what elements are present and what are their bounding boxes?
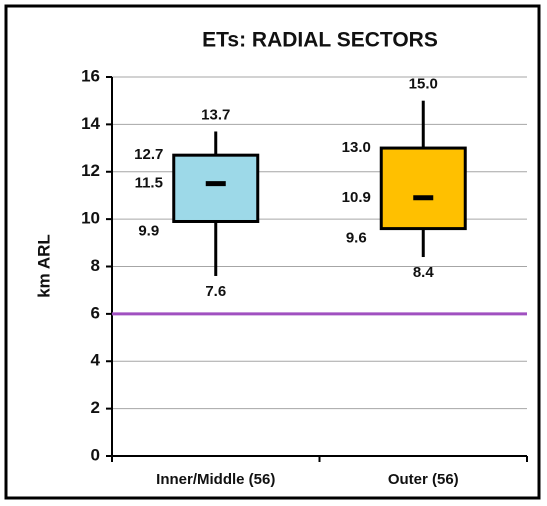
data-label: 7.6 (205, 283, 226, 300)
x-tick-label: Outer (56) (388, 471, 459, 488)
data-label: 11.5 (135, 175, 163, 192)
data-label: 13.7 (201, 106, 230, 123)
frame (4, 4, 541, 500)
y-axis-label: km ARL (34, 234, 53, 298)
y-tick-label: 2 (91, 398, 100, 417)
data-label: 9.9 (138, 222, 159, 239)
box (379, 146, 467, 231)
data-label: 8.4 (413, 264, 435, 281)
chart-title: ETs: RADIAL SECTORS (202, 29, 438, 52)
y-tick-label: 8 (91, 256, 100, 275)
y-tick-label: 10 (81, 209, 100, 228)
y-tick-label: 4 (91, 351, 101, 370)
data-label: 10.9 (342, 189, 371, 206)
data-label: 9.6 (346, 230, 367, 247)
y-tick-label: 6 (91, 303, 100, 322)
y-tick-label: 16 (81, 66, 100, 85)
y-tick-label: 14 (81, 114, 100, 133)
data-label: 12.7 (134, 146, 163, 163)
data-label: 13.0 (342, 139, 371, 156)
data-label: 15.0 (409, 76, 438, 93)
y-tick-label: 12 (81, 161, 100, 180)
y-tick-label: 0 (91, 445, 100, 464)
x-tick-label: Inner/Middle (56) (156, 471, 275, 488)
box (172, 153, 260, 223)
